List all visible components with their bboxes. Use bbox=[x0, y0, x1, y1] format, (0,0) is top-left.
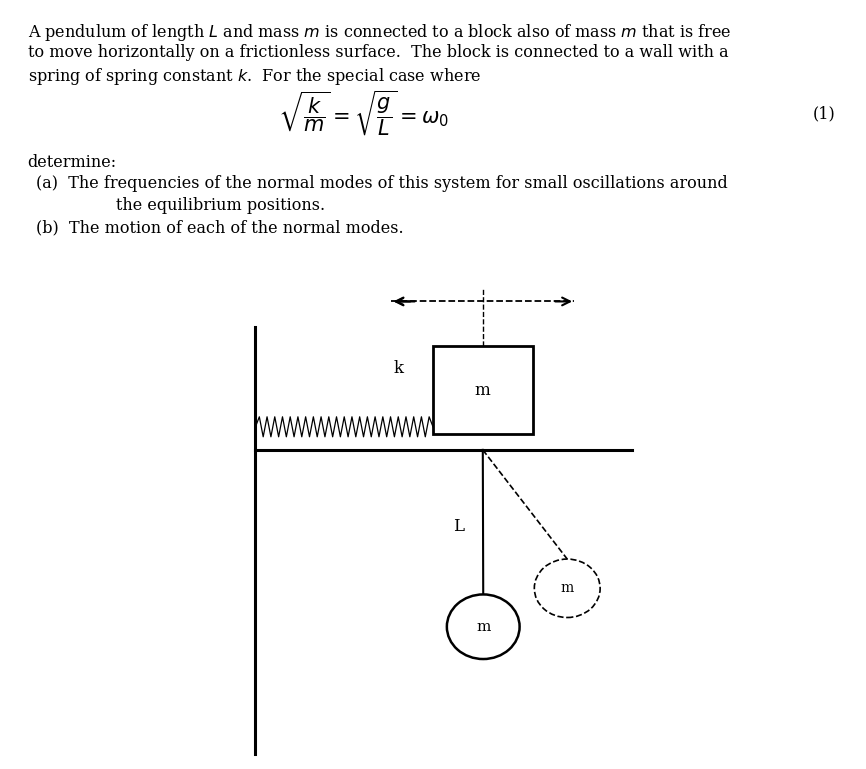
Text: m: m bbox=[476, 620, 490, 634]
Circle shape bbox=[447, 594, 520, 659]
Text: k: k bbox=[393, 360, 404, 377]
Text: m: m bbox=[475, 381, 491, 399]
Text: $\sqrt{\dfrac{k}{m}} = \sqrt{\dfrac{g}{L}} = \omega_0$: $\sqrt{\dfrac{k}{m}} = \sqrt{\dfrac{g}{L… bbox=[278, 89, 449, 138]
Text: m: m bbox=[560, 581, 574, 595]
Text: A pendulum of length $L$ and mass $m$ is connected to a block also of mass $m$ t: A pendulum of length $L$ and mass $m$ is… bbox=[28, 22, 731, 42]
Bar bbox=[433, 346, 533, 434]
Text: to move horizontally on a frictionless surface.  The block is connected to a wal: to move horizontally on a frictionless s… bbox=[28, 44, 728, 61]
Text: L: L bbox=[453, 518, 464, 535]
Text: (b)  The motion of each of the normal modes.: (b) The motion of each of the normal mod… bbox=[36, 219, 404, 236]
Circle shape bbox=[534, 559, 600, 618]
Text: (1): (1) bbox=[813, 105, 836, 122]
Text: (a)  The frequencies of the normal modes of this system for small oscillations a: (a) The frequencies of the normal modes … bbox=[36, 175, 728, 191]
Text: the equilibrium positions.: the equilibrium positions. bbox=[80, 197, 325, 214]
Text: determine:: determine: bbox=[28, 154, 117, 171]
Text: spring of spring constant $k$.  For the special case where: spring of spring constant $k$. For the s… bbox=[28, 66, 481, 87]
